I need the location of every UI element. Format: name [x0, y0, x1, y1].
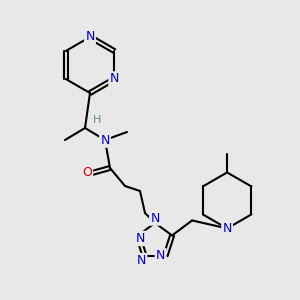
Text: N: N: [100, 134, 110, 146]
Text: N: N: [156, 249, 165, 262]
Text: N: N: [85, 31, 95, 44]
Text: N: N: [137, 254, 146, 267]
Text: N: N: [110, 73, 119, 85]
Text: N: N: [136, 232, 146, 245]
Text: N: N: [150, 212, 160, 224]
Text: N: N: [222, 222, 232, 235]
Text: H: H: [93, 115, 101, 125]
Text: O: O: [82, 167, 92, 179]
